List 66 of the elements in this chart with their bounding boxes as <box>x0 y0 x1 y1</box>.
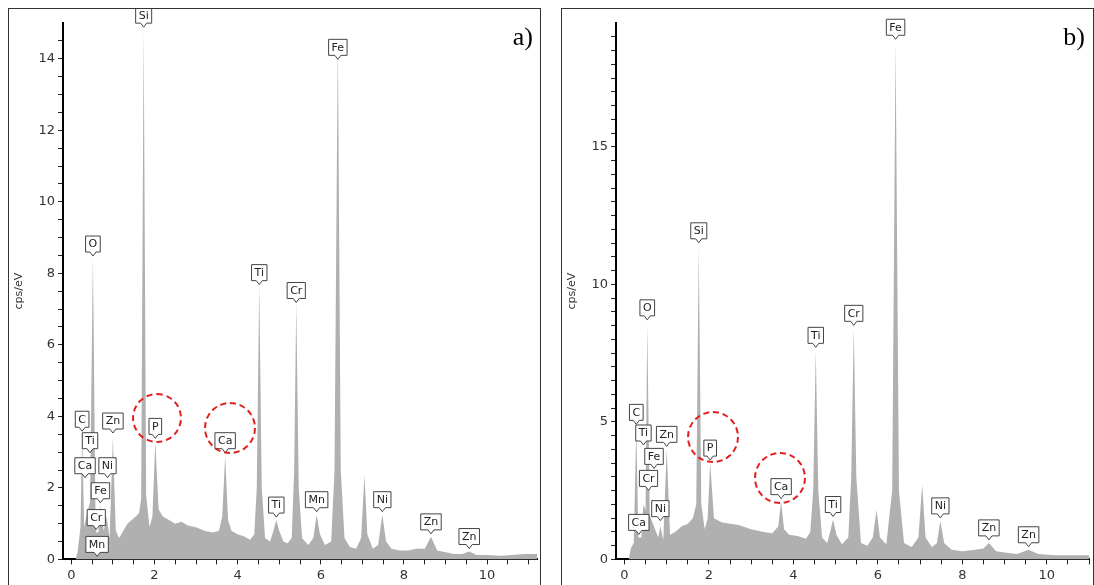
x-tick-label: 0 <box>67 566 76 582</box>
annotation: Fe <box>331 40 345 54</box>
annotation: Fe <box>889 20 903 34</box>
y-tick-label: 0 <box>599 550 608 566</box>
annotation: Ca <box>77 459 93 473</box>
annotation: Zn <box>423 515 439 529</box>
annotation: P <box>706 441 714 455</box>
annotation: Cr <box>847 306 861 320</box>
annotation: Zn <box>461 529 477 543</box>
y-tick-label: 6 <box>46 336 55 352</box>
y-tick-label: 8 <box>46 264 55 280</box>
annotation: Mn <box>88 537 106 551</box>
x-tick-label: 2 <box>704 566 714 582</box>
annotation: Zn <box>981 521 997 535</box>
annotation: Ni <box>654 502 666 515</box>
annotation: Si <box>693 224 704 238</box>
x-tick-label: 8 <box>958 566 967 582</box>
annotation: Mn <box>308 493 325 507</box>
annotation: O <box>88 237 98 251</box>
annotation: Zn <box>105 414 121 428</box>
annotation: Zn <box>1021 528 1036 542</box>
x-tick-label: 10 <box>1038 566 1056 582</box>
annotation: Cr <box>642 471 656 485</box>
y-tick-label: 10 <box>591 275 608 291</box>
y-tick-label: 4 <box>46 407 55 423</box>
annotation: Ti <box>810 328 821 342</box>
chart-title: b) <box>1063 21 1085 51</box>
y-axis-title: cps/eV <box>565 272 579 310</box>
y-axis-title: cps/eV <box>12 272 26 310</box>
annotation: Ca <box>773 479 789 493</box>
x-tick-label: 6 <box>873 566 882 582</box>
annotation: Ti <box>827 497 838 511</box>
annotation: Ti <box>84 434 95 448</box>
annotation: Cr <box>90 510 103 524</box>
y-tick-label: 14 <box>38 50 55 66</box>
annotation: Si <box>138 8 149 22</box>
annotation: Ti <box>253 265 264 279</box>
annotation: Cr <box>290 283 303 297</box>
y-tick-label: 10 <box>38 193 55 209</box>
annotation: C <box>78 412 87 426</box>
x-tick-label: 2 <box>150 566 159 582</box>
y-tick-label: 12 <box>38 121 55 137</box>
annotation: Ca <box>631 515 647 529</box>
x-tick-label: 0 <box>620 566 629 582</box>
annotation: Ti <box>637 426 649 440</box>
annotation: Ca <box>217 434 233 448</box>
y-tick-label: 15 <box>591 138 608 154</box>
annotation: O <box>642 301 652 315</box>
x-tick-label: 10 <box>478 566 496 582</box>
y-tick-label: 0 <box>46 550 55 566</box>
y-tick-label: 5 <box>599 413 608 429</box>
y-tick-label: 2 <box>46 479 55 495</box>
annotation: Ni <box>376 493 388 507</box>
annotation: Ti <box>270 498 282 512</box>
annotation: Fe <box>94 484 107 498</box>
annotation: Ni <box>101 459 114 473</box>
annotation: Zn <box>659 427 674 441</box>
annotation: Fe <box>647 449 661 463</box>
chart-title: a) <box>512 21 533 51</box>
annotation: P <box>151 419 159 433</box>
annotation: C <box>632 405 641 419</box>
x-tick-label: 4 <box>233 566 242 582</box>
annotation: Ni <box>934 499 946 513</box>
x-tick-label: 6 <box>316 566 325 582</box>
x-tick-label: 8 <box>399 566 409 582</box>
x-tick-label: 4 <box>789 566 798 582</box>
